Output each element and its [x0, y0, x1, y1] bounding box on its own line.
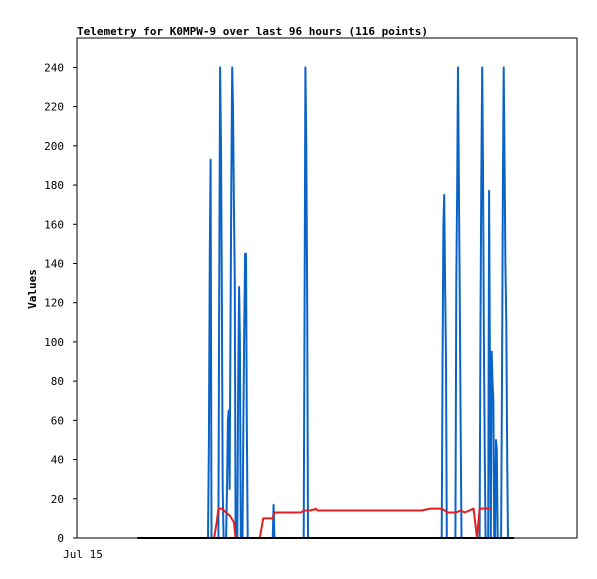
y-tick-label: 40 [51, 454, 64, 467]
y-tick-label: 80 [51, 375, 64, 388]
x-axis: Jul 15 [63, 548, 103, 561]
chart-title: Telemetry for K0MPW-9 over last 96 hours… [77, 25, 428, 38]
series-line-1 [207, 66, 509, 539]
y-axis-label: Values [26, 269, 39, 309]
y-tick-label: 220 [44, 101, 64, 114]
y-tick-label: 60 [51, 414, 64, 427]
series-line-2 [213, 507, 491, 539]
y-tick-label: 180 [44, 179, 64, 192]
series-layer [137, 66, 515, 539]
y-tick-label: 200 [44, 140, 64, 153]
x-tick-label: Jul 15 [63, 548, 103, 561]
y-tick-label: 160 [44, 218, 64, 231]
y-tick-label: 240 [44, 61, 64, 74]
y-tick-label: 100 [44, 336, 64, 349]
y-tick-label: 0 [57, 532, 64, 545]
y-axis: 0 20 40 60 80 100 120 140 160 180 200 220 240 [44, 61, 77, 545]
y-tick-label: 20 [51, 493, 64, 506]
y-tick-label: 140 [44, 257, 64, 270]
y-tick-label: 120 [44, 297, 64, 310]
